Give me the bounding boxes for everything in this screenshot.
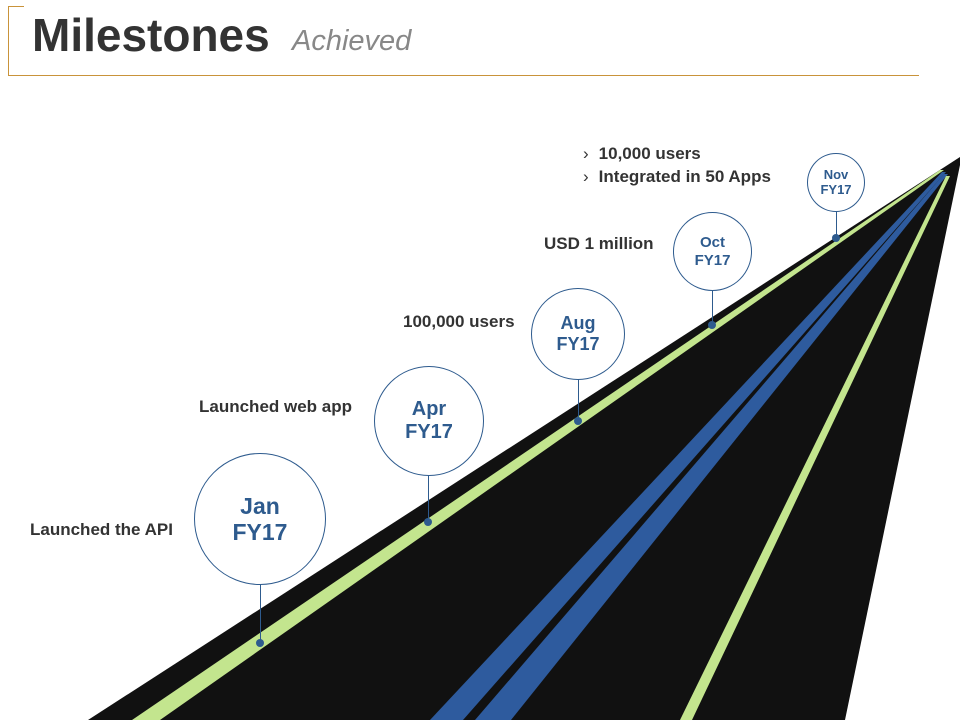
milestone-circle-oct: Oct FY17 (673, 212, 752, 291)
bullet-item: › Integrated in 50 Apps (583, 165, 771, 188)
milestone-year: FY17 (694, 251, 731, 269)
road-surface (88, 157, 960, 720)
milestone-stem (836, 212, 837, 236)
road-edge-line-left (132, 170, 944, 720)
road-center-line-right (475, 174, 948, 720)
milestone-month: Apr (411, 398, 447, 420)
milestone-stem (260, 584, 261, 643)
chevron-right-icon: › (583, 167, 589, 186)
page-subtitle: Achieved (292, 25, 412, 57)
page-title: Milestones (32, 9, 270, 61)
milestone-stem (712, 290, 713, 324)
title-accent-tick (8, 6, 24, 7)
bullet-text: Integrated in 50 Apps (598, 167, 771, 186)
milestone-circle-nov: Nov FY17 (807, 153, 865, 212)
road-edge-line-right (680, 176, 950, 720)
milestone-dot (708, 321, 716, 329)
milestone-year: FY17 (405, 421, 453, 443)
milestone-circle-apr: Apr FY17 (374, 366, 484, 476)
milestone-month: Nov (823, 166, 849, 182)
milestone-month: Aug (560, 313, 596, 334)
bullet-item: › 10,000 users (583, 142, 771, 165)
milestone-dot (424, 518, 432, 526)
chevron-right-icon: › (583, 144, 589, 163)
milestone-label-aug: 100,000 users (403, 312, 515, 331)
milestone-dot (832, 234, 840, 242)
milestone-year: FY17 (232, 519, 288, 545)
title-frame (8, 6, 919, 76)
milestone-month: Jan (240, 492, 280, 519)
milestone-stem (578, 379, 579, 421)
bullet-text: 10,000 users (598, 144, 701, 163)
milestone-bullets-nov: › 10,000 users › Integrated in 50 Apps (583, 142, 771, 188)
milestone-dot (256, 639, 264, 647)
milestone-dot (574, 417, 582, 425)
milestone-label-oct: USD 1 million (544, 234, 654, 253)
milestone-circle-aug: Aug FY17 (531, 288, 625, 380)
road-center-line-left (430, 172, 946, 720)
milestone-label-jan: Launched the API (30, 520, 173, 539)
milestone-label-apr: Launched web app (199, 397, 353, 416)
milestone-year: FY17 (820, 181, 852, 197)
milestone-stem (428, 475, 429, 521)
milestone-month: Oct (699, 234, 725, 252)
milestone-circle-jan: Jan FY17 (194, 453, 326, 585)
milestone-year: FY17 (556, 334, 600, 354)
